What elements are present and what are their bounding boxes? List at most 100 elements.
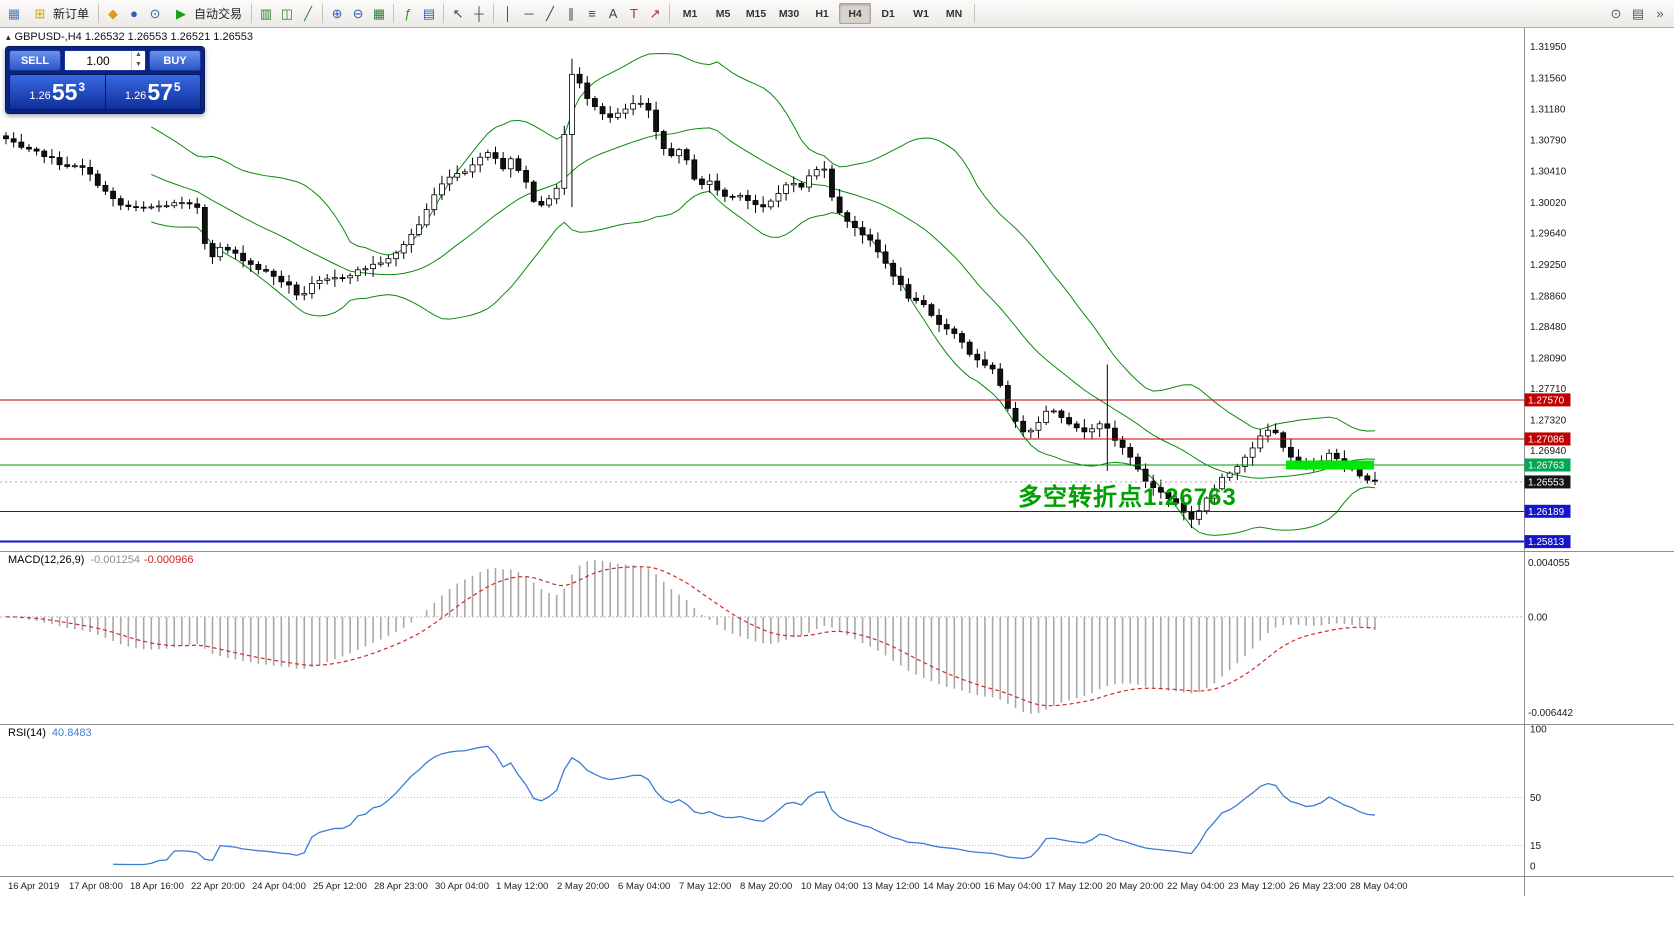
price-axis-label: 1.30020 bbox=[1530, 198, 1567, 209]
price-axis-label: 1.28860 bbox=[1530, 291, 1567, 302]
price-tag bbox=[1524, 475, 1571, 489]
trendline-icon[interactable]: ╱ bbox=[546, 5, 554, 21]
pivot-highlight-bar[interactable] bbox=[1286, 460, 1374, 470]
price-axis-label: 1.30790 bbox=[1530, 136, 1567, 147]
time-axis-label: 26 May 23:00 bbox=[1289, 881, 1347, 892]
timeframe-d1-button[interactable]: D1 bbox=[881, 7, 895, 20]
toolbar-separator bbox=[98, 4, 100, 23]
symbol-ohlc-header: ▴ GBPUSD-,H4 1.26532 1.26553 1.26521 1.2… bbox=[6, 31, 253, 43]
buy-button[interactable]: BUY bbox=[149, 50, 201, 71]
rsi-axis-label: 0 bbox=[1530, 862, 1536, 873]
timeframe-h1-button[interactable]: H1 bbox=[815, 7, 829, 20]
profile-icon[interactable]: ● bbox=[130, 6, 138, 21]
one-click-collapse-icon[interactable]: ▴ bbox=[6, 31, 11, 42]
price-axis-label: 1.31560 bbox=[1530, 74, 1567, 85]
candlestick-icon[interactable]: ◫ bbox=[280, 5, 294, 21]
buy-price-big: 57 bbox=[147, 78, 173, 105]
volume-decrease-button[interactable]: ▼ bbox=[135, 60, 142, 68]
new-order-button[interactable]: ⊞ 新订单 bbox=[25, 3, 94, 24]
time-axis-label: 24 Apr 04:00 bbox=[252, 881, 306, 892]
rsi-value: 40.8483 bbox=[51, 727, 92, 739]
timeframe-h4-button[interactable]: H4 bbox=[839, 3, 872, 24]
timeframe-m5-button[interactable]: M5 bbox=[715, 7, 731, 20]
macd-indicator-label: MACD(12,26,9) -0.001254 -0.000966 bbox=[8, 554, 194, 566]
fibonacci-icon[interactable]: ≡ bbox=[588, 6, 596, 21]
price-tag bbox=[1524, 432, 1571, 446]
new-order-icon[interactable]: ⊞ bbox=[34, 5, 46, 21]
toolbar-separator bbox=[493, 4, 495, 23]
time-axis-label: 30 Apr 04:00 bbox=[435, 881, 489, 892]
timeframe-w1-button[interactable]: W1 bbox=[913, 7, 929, 20]
label-icon[interactable]: T bbox=[630, 6, 638, 21]
cursor-icon[interactable]: ↖ bbox=[452, 5, 464, 21]
volume-spinner: ▲ ▼ bbox=[131, 51, 145, 70]
sell-price-big: 55 bbox=[51, 78, 78, 105]
channel-icon[interactable]: ∥ bbox=[567, 5, 575, 21]
rsi-axis-label: 100 bbox=[1530, 725, 1547, 736]
toolbar-separator bbox=[974, 4, 976, 23]
vertical-line-icon[interactable]: │ bbox=[503, 6, 513, 21]
toolbar-separator bbox=[393, 4, 395, 23]
main-toolbar: ▦ ⊞ 新订单 ◆ ● ⊙ ▶ 自动交易 ▥ ◫ ╱ ⊕ ⊖ ▦ ƒ ▤ ↖ ┼ │ ─ ╱ ∥ ≡ A T ↗ M1 M5 M15 M3… bbox=[0, 0, 1674, 28]
auto-trading-button-label: 自动交易 bbox=[194, 7, 243, 21]
time-axis-label: 20 May 20:00 bbox=[1106, 881, 1164, 892]
indicators-icon[interactable]: ƒ bbox=[404, 6, 412, 21]
print-icon[interactable]: ▤ bbox=[1631, 5, 1645, 21]
tile-windows-icon[interactable]: ▦ bbox=[372, 5, 386, 21]
price-axis-label: 1.27710 bbox=[1530, 384, 1567, 395]
volume-input[interactable] bbox=[65, 51, 131, 70]
chart-window-icon[interactable]: ▦ bbox=[7, 5, 21, 21]
sell-price-display[interactable]: 1.26 55 3 bbox=[10, 75, 105, 109]
crosshair-icon[interactable]: ┼ bbox=[474, 6, 484, 21]
macd-signal-value: -0.000966 bbox=[143, 554, 194, 566]
time-axis-label: 23 May 12:00 bbox=[1228, 881, 1286, 892]
auto-trading-icon[interactable]: ▶ bbox=[176, 5, 187, 21]
timeframe-m1-button[interactable]: M1 bbox=[682, 7, 698, 20]
auto-trading-button[interactable]: ▶ 自动交易 bbox=[166, 3, 247, 24]
overflow-icon[interactable]: » bbox=[1656, 6, 1664, 21]
rsi-layer bbox=[0, 745, 1524, 866]
time-axis-label: 18 Apr 16:00 bbox=[130, 881, 184, 892]
time-axis-label: 17 Apr 08:00 bbox=[69, 881, 123, 892]
rsi-axis-label: 50 bbox=[1530, 793, 1542, 804]
time-axis-label: 16 Apr 2019 bbox=[8, 881, 59, 892]
price-tag bbox=[1524, 504, 1571, 518]
sell-price-prefix: 1.26 bbox=[29, 89, 51, 102]
price-axis-label: 1.27320 bbox=[1530, 416, 1567, 427]
time-axis-label: 16 May 04:00 bbox=[984, 881, 1042, 892]
price-axis-label: 1.29640 bbox=[1530, 228, 1567, 239]
volume-increase-button[interactable]: ▲ bbox=[135, 51, 142, 58]
search-icon[interactable]: ⊙ bbox=[1610, 5, 1622, 21]
bar-chart-icon[interactable]: ▥ bbox=[259, 5, 273, 21]
macd-axis-top: 0.004055 bbox=[1528, 558, 1570, 569]
macd-main-value: -0.001254 bbox=[90, 554, 140, 566]
price-axis-label: 1.28480 bbox=[1530, 322, 1567, 333]
main-chart-layer bbox=[0, 53, 1524, 543]
timeframe-m15-button[interactable]: M15 bbox=[745, 7, 767, 20]
text-icon[interactable]: A bbox=[608, 6, 618, 21]
volume-control: ▲ ▼ bbox=[64, 50, 146, 71]
buy-price-display[interactable]: 1.26 57 5 bbox=[106, 75, 201, 109]
macd-axis-zero: 0.00 bbox=[1528, 612, 1548, 623]
sell-button[interactable]: SELL bbox=[9, 50, 61, 71]
line-chart-icon[interactable]: ╱ bbox=[304, 5, 312, 21]
zoom-out-icon[interactable]: ⊖ bbox=[352, 5, 364, 21]
timeframe-m30-button[interactable]: M30 bbox=[778, 7, 800, 20]
arrows-icon[interactable]: ↗ bbox=[649, 5, 661, 21]
price-tag-label: 1.25813 bbox=[1528, 537, 1565, 548]
pivot-annotation[interactable]: 多空转折点1.26763 bbox=[1018, 484, 1237, 511]
horizontal-line-icon[interactable]: ─ bbox=[524, 6, 534, 21]
help-icon[interactable]: ⊙ bbox=[149, 5, 161, 21]
timeframe-mn-button[interactable]: MN bbox=[945, 7, 963, 20]
favorites-icon[interactable]: ◆ bbox=[108, 5, 119, 21]
time-axis-label: 8 May 20:00 bbox=[740, 881, 792, 892]
rsi-indicator-label: RSI(14) 40.8483 bbox=[8, 727, 92, 739]
time-axis-label: 28 May 04:00 bbox=[1350, 881, 1408, 892]
time-axis-label: 28 Apr 23:00 bbox=[374, 881, 428, 892]
zoom-in-icon[interactable]: ⊕ bbox=[331, 5, 343, 21]
navigator-icon[interactable]: ▤ bbox=[422, 5, 436, 21]
price-tag bbox=[1524, 458, 1571, 472]
time-axis-label: 14 May 20:00 bbox=[923, 881, 981, 892]
